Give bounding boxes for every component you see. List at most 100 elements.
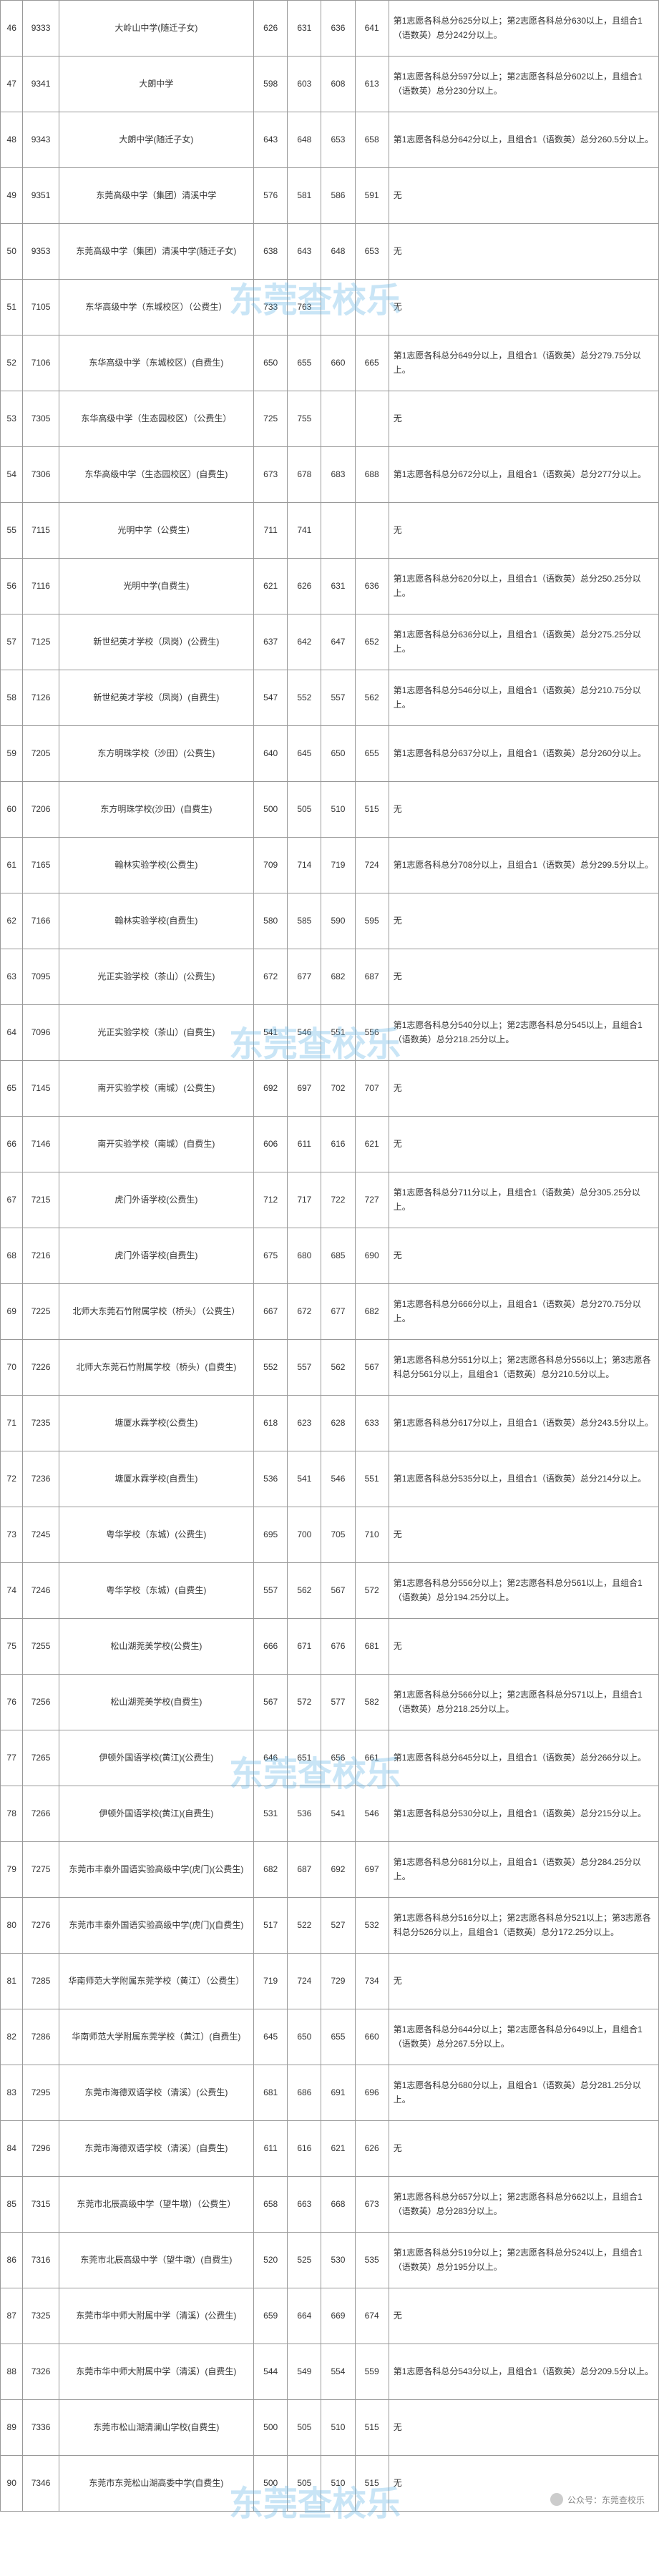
cell-name: 东莞市东莞松山湖高委中学(自费生): [59, 2456, 253, 2512]
cell-score2: 626: [288, 559, 321, 614]
cell-score1: 666: [254, 1619, 288, 1675]
cell-score3: 648: [321, 224, 355, 280]
cell-name: 东华高级中学（东城校区）（公费生）: [59, 280, 253, 336]
cell-score1: 659: [254, 2288, 288, 2344]
cell-score4: 551: [355, 1451, 389, 1507]
cell-score2: 525: [288, 2233, 321, 2288]
cell-score2: 763: [288, 280, 321, 336]
cell-code: 7205: [23, 726, 59, 782]
cell-score1: 621: [254, 559, 288, 614]
cell-score1: 695: [254, 1507, 288, 1563]
cell-score1: 643: [254, 112, 288, 168]
table-row: 627166翰林实验学校(自费生)580585590595无: [1, 893, 659, 949]
cell-desc: 第1志愿各科总分645分以上，且组合1（语数英）总分266分以上。: [389, 1730, 658, 1786]
cell-score3: 577: [321, 1675, 355, 1730]
cell-score2: 717: [288, 1172, 321, 1228]
table-row: 567116光明中学(自费生)621626631636第1志愿各科总分620分以…: [1, 559, 659, 614]
cell-score2: 536: [288, 1786, 321, 1842]
cell-name: 南开实验学校（南城）(自费生): [59, 1117, 253, 1172]
cell-score1: 711: [254, 503, 288, 559]
cell-score1: 640: [254, 726, 288, 782]
cell-score2: 678: [288, 447, 321, 503]
cell-desc: 无: [389, 168, 658, 224]
cell-desc: 第1志愿各科总分636分以上，且组合1（语数英）总分275.25分以上。: [389, 614, 658, 670]
cell-idx: 58: [1, 670, 23, 726]
cell-name: 东方明珠学校(沙田）(自费生): [59, 782, 253, 838]
cell-code: 7316: [23, 2233, 59, 2288]
cell-score1: 598: [254, 57, 288, 112]
cell-score4: 613: [355, 57, 389, 112]
cell-idx: 51: [1, 280, 23, 336]
cell-score3: 705: [321, 1507, 355, 1563]
cell-name: 东莞市北辰高级中学（望牛墩）(自费生): [59, 2233, 253, 2288]
cell-score2: 505: [288, 782, 321, 838]
cell-code: 7126: [23, 670, 59, 726]
cell-score2: 572: [288, 1675, 321, 1730]
cell-score3: 616: [321, 1117, 355, 1172]
cell-code: 9341: [23, 57, 59, 112]
table-row: 587126新世纪英才学校（凤岗）(自费生)547552557562第1志愿各科…: [1, 670, 659, 726]
cell-score1: 557: [254, 1563, 288, 1619]
cell-idx: 48: [1, 112, 23, 168]
cell-score2: 585: [288, 893, 321, 949]
cell-idx: 74: [1, 1563, 23, 1619]
cell-desc: 无: [389, 1117, 658, 1172]
cell-score4: 660: [355, 2009, 389, 2065]
cell-desc: 第1志愿各科总分644分以上；第2志愿各科总分649以上，且组合1（语数英）总分…: [389, 2009, 658, 2065]
cell-idx: 70: [1, 1340, 23, 1396]
cell-idx: 57: [1, 614, 23, 670]
cell-score4: 710: [355, 1507, 389, 1563]
cell-code: 7165: [23, 838, 59, 893]
cell-score4: 515: [355, 782, 389, 838]
cell-idx: 66: [1, 1117, 23, 1172]
cell-idx: 77: [1, 1730, 23, 1786]
cell-score2: 645: [288, 726, 321, 782]
cell-desc: 无: [389, 1954, 658, 2009]
cell-desc: 第1志愿各科总分681分以上，且组合1（语数英）总分284.25分以上。: [389, 1842, 658, 1898]
cell-code: 7266: [23, 1786, 59, 1842]
table-row: 857315东莞市北辰高级中学（望牛墩）（公费生）658663668673第1志…: [1, 2177, 659, 2233]
cell-score4: 562: [355, 670, 389, 726]
cell-idx: 75: [1, 1619, 23, 1675]
cell-score1: 500: [254, 782, 288, 838]
cell-score4: 621: [355, 1117, 389, 1172]
cell-idx: 50: [1, 224, 23, 280]
cell-score1: 637: [254, 614, 288, 670]
cell-score1: 580: [254, 893, 288, 949]
table-row: 827286华南师范大学附属东莞学校（黄江）(自费生)645650655660第…: [1, 2009, 659, 2065]
cell-score1: 645: [254, 2009, 288, 2065]
cell-score3: 647: [321, 614, 355, 670]
cell-score2: 581: [288, 168, 321, 224]
cell-idx: 83: [1, 2065, 23, 2121]
cell-code: 9333: [23, 1, 59, 57]
cell-idx: 65: [1, 1061, 23, 1117]
cell-idx: 69: [1, 1284, 23, 1340]
cell-score3: 722: [321, 1172, 355, 1228]
cell-idx: 88: [1, 2344, 23, 2400]
cell-score3: 562: [321, 1340, 355, 1396]
cell-score4: 582: [355, 1675, 389, 1730]
cell-score1: 626: [254, 1, 288, 57]
cell-score2: 650: [288, 2009, 321, 2065]
cell-score1: 638: [254, 224, 288, 280]
cell-score2: 522: [288, 1898, 321, 1954]
cell-score4: 682: [355, 1284, 389, 1340]
table-row: 527106东华高级中学（东城校区）(自费生)650655660665第1志愿各…: [1, 336, 659, 391]
table-row: 687216虎门外语学校(自费生)675680685690无: [1, 1228, 659, 1284]
cell-name: 东莞高级中学（集团）清溪中学: [59, 168, 253, 224]
cell-code: 7286: [23, 2009, 59, 2065]
cell-score1: 606: [254, 1117, 288, 1172]
cell-score3: [321, 503, 355, 559]
cell-code: 9353: [23, 224, 59, 280]
cell-name: 东华高级中学（东城校区）(自费生): [59, 336, 253, 391]
cell-score2: 700: [288, 1507, 321, 1563]
cell-desc: 第1志愿各科总分711分以上，且组合1（语数英）总分305.25分以上。: [389, 1172, 658, 1228]
cell-name: 华南师范大学附属东莞学校（黄江）(自费生): [59, 2009, 253, 2065]
cell-score3: 628: [321, 1396, 355, 1451]
cell-idx: 82: [1, 2009, 23, 2065]
cell-score1: 682: [254, 1842, 288, 1898]
table-row: 557115光明中学（公费生）711741无: [1, 503, 659, 559]
cell-score1: 646: [254, 1730, 288, 1786]
cell-desc: 无: [389, 1228, 658, 1284]
cell-score3: 608: [321, 57, 355, 112]
